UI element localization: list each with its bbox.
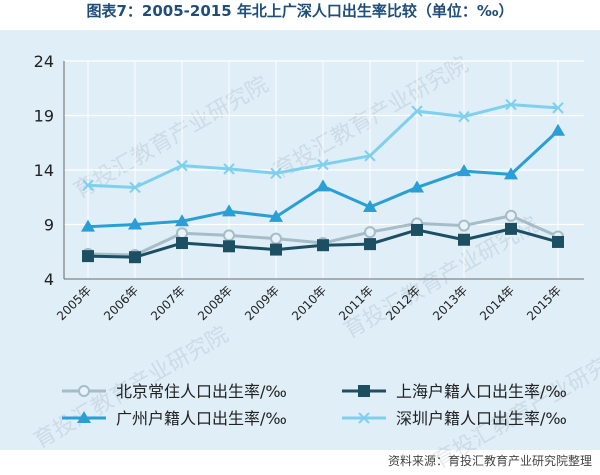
chart-title: 图表7：2005-2015 年北上广深人口出生率比较（单位：‰） <box>86 2 514 20</box>
data-point-s1 <box>270 243 282 256</box>
x-tick-label: 2014年 <box>477 283 517 323</box>
data-point-s2 <box>269 209 283 222</box>
legend-label: 广州户籍人口出生率/‰ <box>116 409 287 428</box>
legend-label: 上海户籍人口出生率/‰ <box>396 382 567 401</box>
data-point-s1 <box>458 233 470 246</box>
data-point-s2 <box>457 164 471 177</box>
data-point-s2 <box>363 200 377 213</box>
data-point-s1 <box>82 250 94 263</box>
data-point-s2 <box>81 219 95 232</box>
x-tick-label: 2009年 <box>242 283 282 323</box>
data-point-s1 <box>552 235 564 248</box>
data-point-s3 <box>270 167 282 179</box>
x-tick-label: 2011年 <box>336 283 376 323</box>
x-tick-label: 2006年 <box>101 283 141 323</box>
x-tick-label: 2013年 <box>430 283 470 323</box>
data-point-s2 <box>175 214 189 227</box>
data-point-s0 <box>176 227 188 240</box>
x-tick-label: 2015年 <box>524 283 564 323</box>
data-point-s3 <box>223 163 235 175</box>
data-point-s3 <box>364 150 376 162</box>
data-point-s0 <box>458 219 470 232</box>
data-point-s1 <box>176 237 188 250</box>
data-point-s0 <box>505 209 517 222</box>
data-point-s1 <box>223 240 235 253</box>
data-point-s2 <box>551 123 565 136</box>
x-tick-label: 2012年 <box>383 283 423 323</box>
data-point-s0 <box>270 232 282 245</box>
data-point-s2 <box>222 204 236 217</box>
legend-label: 北京常住人口出生率/‰ <box>116 382 287 401</box>
y-tick-label: 4 <box>44 270 54 289</box>
x-tick-label: 2008年 <box>195 283 235 323</box>
data-point-s3 <box>129 181 141 194</box>
y-tick-label: 24 <box>34 52 54 71</box>
x-tick-label: 2005年 <box>54 283 94 323</box>
data-point-s3 <box>317 158 329 171</box>
y-tick-label: 19 <box>34 107 54 126</box>
legend-label: 深圳户籍人口出生率/‰ <box>396 409 567 428</box>
data-point-s3 <box>82 179 94 191</box>
legend-marker-0 <box>78 385 90 397</box>
x-tick-label: 2010年 <box>289 283 329 323</box>
data-point-s3 <box>458 110 470 123</box>
data-point-s3 <box>505 98 517 111</box>
data-point-s3 <box>411 105 423 117</box>
legend-marker-2 <box>77 411 91 423</box>
y-tick-label: 14 <box>34 161 54 180</box>
data-point-s0 <box>364 226 376 239</box>
data-point-s2 <box>410 180 424 193</box>
legend-marker-1 <box>358 385 370 397</box>
data-point-s3 <box>552 102 564 114</box>
data-point-s3 <box>176 159 188 172</box>
source-note: 资料来源：育投汇教育产业研究院整理 <box>387 454 592 468</box>
legend-marker-3 <box>358 412 370 424</box>
data-point-s2 <box>316 179 330 192</box>
data-point-s0 <box>223 229 235 242</box>
data-point-s1 <box>505 222 517 235</box>
x-tick-label: 2007年 <box>148 283 188 323</box>
data-point-s2 <box>504 167 518 180</box>
data-point-s2 <box>128 217 142 230</box>
data-point-s1 <box>364 238 376 251</box>
data-point-s1 <box>129 251 141 264</box>
y-tick-label: 9 <box>44 216 54 235</box>
data-point-s1 <box>317 239 329 252</box>
data-point-s1 <box>411 223 423 236</box>
